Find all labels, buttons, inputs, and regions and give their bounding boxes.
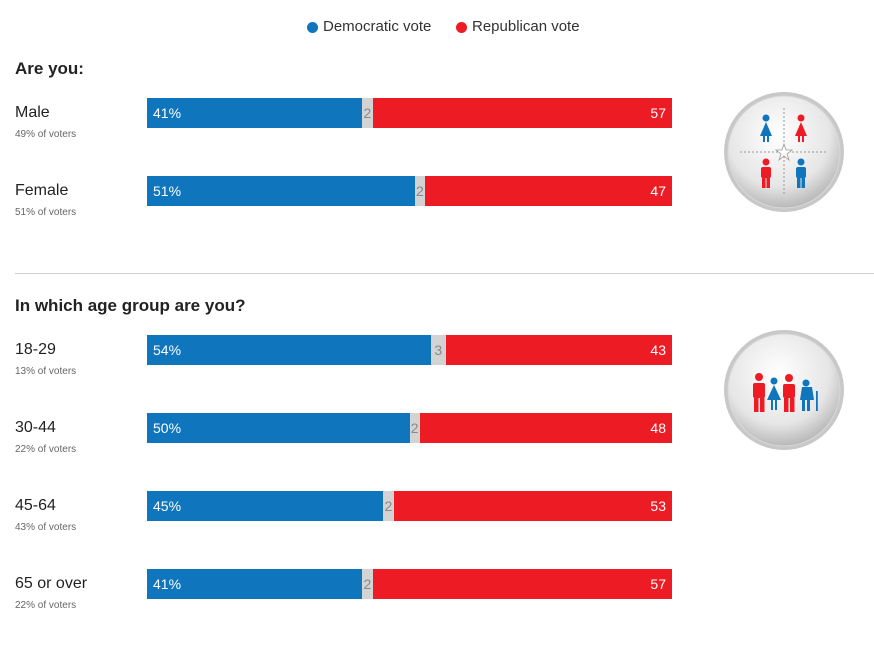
data-label-republican: 57 bbox=[650, 576, 666, 592]
data-label-other: 2 bbox=[363, 576, 372, 592]
data-label-democratic: 41% bbox=[153, 105, 182, 121]
bar-segment-republican: 43 bbox=[446, 335, 672, 365]
stacked-bar: 41% 2 57 bbox=[147, 98, 672, 128]
bar-segment-other: 2 bbox=[414, 176, 426, 206]
bar-segment-other: 2 bbox=[409, 413, 420, 443]
row-voter-share: 22% of voters bbox=[15, 444, 77, 455]
row-label: Female bbox=[15, 182, 69, 199]
bar-segment-democratic: 41% bbox=[147, 98, 363, 128]
data-label-democratic: 54% bbox=[153, 342, 182, 358]
bar-segment-other: 2 bbox=[362, 569, 373, 599]
row-label: 45-64 bbox=[15, 497, 56, 514]
bar-segment-republican: 47 bbox=[425, 176, 672, 206]
data-label-republican: 57 bbox=[650, 105, 666, 121]
bar-segment-republican: 57 bbox=[372, 569, 672, 599]
legend: Democratic vote Republican vote bbox=[0, 18, 874, 38]
data-label-republican: 48 bbox=[650, 420, 666, 436]
data-label-other: 2 bbox=[410, 420, 419, 436]
row-label: 65 or over bbox=[15, 575, 88, 592]
stacked-bar: 54% 3 43 bbox=[147, 335, 672, 365]
row-voter-share: 13% of voters bbox=[15, 366, 77, 377]
stacked-bar: 50% 2 48 bbox=[147, 413, 672, 443]
data-label-democratic: 50% bbox=[153, 420, 182, 436]
stacked-bar: 51% 2 47 bbox=[147, 176, 672, 206]
bar-segment-other: 2 bbox=[362, 98, 373, 128]
bar-segment-democratic: 45% bbox=[147, 491, 384, 521]
section-title-gender: Are you: bbox=[15, 59, 84, 78]
data-label-other: 2 bbox=[416, 183, 424, 199]
bar-segment-democratic: 41% bbox=[147, 569, 363, 599]
age-group-badge-icon bbox=[724, 330, 844, 450]
data-label-other: 3 bbox=[434, 342, 443, 358]
data-label-democratic: 51% bbox=[153, 183, 182, 199]
legend-dot-republican bbox=[456, 22, 467, 33]
row-voter-share: 43% of voters bbox=[15, 522, 77, 533]
bar-segment-democratic: 51% bbox=[147, 176, 415, 206]
data-label-other: 2 bbox=[363, 105, 372, 121]
row-label: 30-44 bbox=[15, 419, 56, 436]
data-label-republican: 53 bbox=[650, 498, 666, 514]
data-label-democratic: 45% bbox=[153, 498, 182, 514]
data-label-democratic: 41% bbox=[153, 576, 182, 592]
data-label-republican: 43 bbox=[650, 342, 666, 358]
bar-segment-republican: 53 bbox=[393, 491, 672, 521]
legend-dot-democratic bbox=[307, 22, 318, 33]
section-title-age: In which age group are you? bbox=[15, 296, 246, 315]
bar-segment-republican: 48 bbox=[420, 413, 672, 443]
data-label-republican: 47 bbox=[650, 183, 666, 199]
row-voter-share: 49% of voters bbox=[15, 129, 77, 140]
row-label: 18-29 bbox=[15, 341, 56, 358]
legend-label-democratic: Democratic vote bbox=[323, 18, 432, 35]
bar-segment-other: 2 bbox=[383, 491, 394, 521]
row-label: Male bbox=[15, 104, 50, 121]
section-divider bbox=[15, 273, 874, 274]
stacked-bar: 41% 2 57 bbox=[147, 569, 672, 599]
row-voter-share: 51% of voters bbox=[15, 207, 77, 218]
gender-badge-icon bbox=[724, 92, 844, 212]
bar-segment-other: 3 bbox=[430, 335, 447, 365]
legend-label-republican: Republican vote bbox=[472, 18, 580, 35]
row-voter-share: 22% of voters bbox=[15, 600, 77, 611]
bar-segment-democratic: 54% bbox=[147, 335, 431, 365]
bar-segment-republican: 57 bbox=[372, 98, 672, 128]
stacked-bar: 45% 2 53 bbox=[147, 491, 672, 521]
bar-segment-democratic: 50% bbox=[147, 413, 410, 443]
data-label-other: 2 bbox=[384, 498, 393, 514]
